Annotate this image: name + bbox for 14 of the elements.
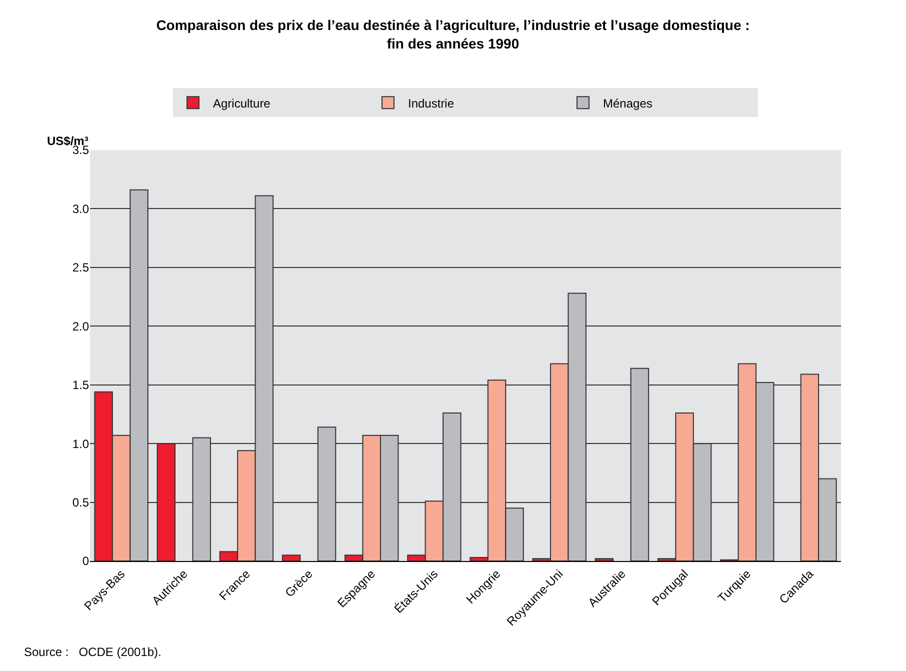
y-tick-label: 2.5: [72, 260, 90, 275]
legend-label: Industrie: [408, 96, 454, 110]
legend-label: Ménages: [603, 96, 652, 110]
y-tick-label: 0: [82, 554, 90, 568]
bar: [594, 558, 614, 561]
bar: [282, 554, 301, 561]
source-note: Source : OCDE (2001b).: [24, 645, 162, 659]
y-tick-label: 3.0: [72, 202, 90, 216]
y-tick-label: 0.5: [72, 495, 90, 510]
y-tick-label: 2.0: [72, 319, 90, 334]
y-tick-label: 1.0: [72, 436, 90, 451]
legend-label: Agriculture: [213, 96, 271, 110]
y-tick-label: 1.5: [72, 378, 90, 392]
chart-title: Comparaison des prix de l’eau destinée à l’agriculture, l’industrie et l’usage domestique : fin des années 1990: [156, 17, 750, 52]
